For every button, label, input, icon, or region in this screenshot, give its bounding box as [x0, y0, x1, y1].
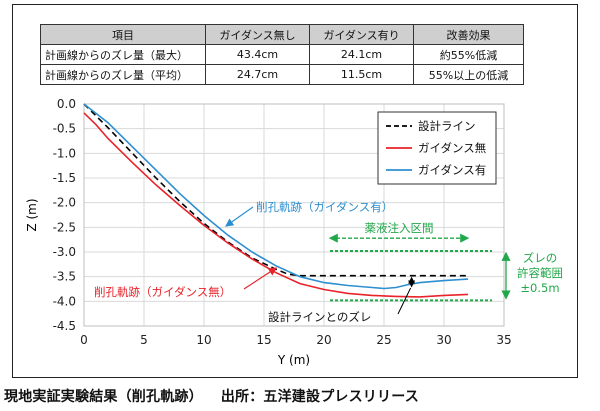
table-cell: 11.5cm	[309, 64, 414, 85]
trajectory-chart: 0 5 10 15 20 25 30 35 0.0 -0.5 -1.0 -1.5 -2.0 -2.5 -3.…	[25, 97, 563, 367]
deviation-label: 設計ラインとのズレ	[268, 310, 371, 324]
table-header-row: 項目 ガイダンス無し ガイダンス有り 改善効果	[40, 24, 524, 45]
guided-trajectory-label: 削孔軌跡（ガイダンス有）	[256, 200, 393, 214]
figure-caption: 現地実証実験結果（削孔軌跡） 出所：五洋建設プレスリリース	[4, 386, 419, 406]
y-tick-label: -4.0	[53, 294, 76, 308]
legend-label: ガイダンス有	[418, 163, 486, 177]
y-tick-label: -1.5	[53, 171, 76, 185]
injection-section-label: 薬液注入区間	[365, 221, 434, 235]
x-tick-label: 20	[316, 333, 331, 347]
table-cell: 計画線からのズレ量（平均）	[40, 64, 206, 85]
table-header: ガイダンス無し	[205, 24, 310, 45]
y-tick-label: -3.0	[53, 245, 76, 259]
y-tick-label: -2.0	[53, 196, 76, 210]
legend-label: ガイダンス無	[418, 141, 487, 155]
table-header: 項目	[40, 24, 206, 45]
table-cell: 43.4cm	[205, 44, 310, 65]
y-axis-label: Z (m)	[25, 198, 39, 231]
table-cell: 55%以上の低減	[413, 64, 524, 85]
x-tick-label: 35	[496, 333, 511, 347]
x-tick-label: 5	[140, 333, 148, 347]
design-line-series	[83, 103, 468, 277]
unguided-series	[83, 112, 469, 298]
legend-label: 設計ライン	[418, 119, 476, 133]
y-tick-label: 0.0	[57, 97, 76, 111]
caption-source: 出所：五洋建設プレスリリース	[220, 389, 419, 405]
table-cell: 24.1cm	[309, 44, 414, 65]
y-tick-label: -2.5	[53, 220, 76, 234]
x-tick-label: 25	[376, 333, 391, 347]
table-header: ガイダンス有り	[309, 24, 414, 45]
plot-area	[83, 103, 505, 327]
x-tick-label: 10	[196, 333, 211, 347]
y-tick-label: -0.5	[53, 122, 76, 136]
table-row: 計画線からのズレ量（平均） 24.7cm 11.5cm 55%以上の低減	[40, 64, 524, 85]
x-tick-label: 0	[80, 333, 88, 347]
x-tick-label: 30	[436, 333, 451, 347]
guided-series	[83, 103, 469, 290]
guided-arrow	[225, 206, 254, 227]
summary-table: 項目 ガイダンス無し ガイダンス有り 改善効果 計画線からのズレ量（最大） 43…	[40, 24, 524, 85]
unguided-arrow	[243, 267, 278, 290]
tolerance-label: 許容範囲	[517, 266, 563, 280]
table-cell: 24.7cm	[205, 64, 310, 85]
table-header: 改善効果	[413, 24, 524, 45]
tolerance-label: ±0.5m	[520, 281, 559, 295]
caption-text: 現地実証実験結果（削孔軌跡）	[4, 389, 203, 405]
x-tick-label: 15	[256, 333, 271, 347]
deviation-leader	[397, 287, 412, 315]
x-axis-label: Y (m)	[277, 353, 310, 367]
unguided-trajectory-label: 削孔軌跡（ガイダンス無）	[94, 285, 231, 299]
y-tick-label: -4.5	[53, 319, 76, 333]
tolerance-label: ズレの	[523, 251, 558, 265]
y-tick-label: -1.0	[53, 146, 76, 160]
y-tick-label: -3.5	[53, 270, 76, 284]
